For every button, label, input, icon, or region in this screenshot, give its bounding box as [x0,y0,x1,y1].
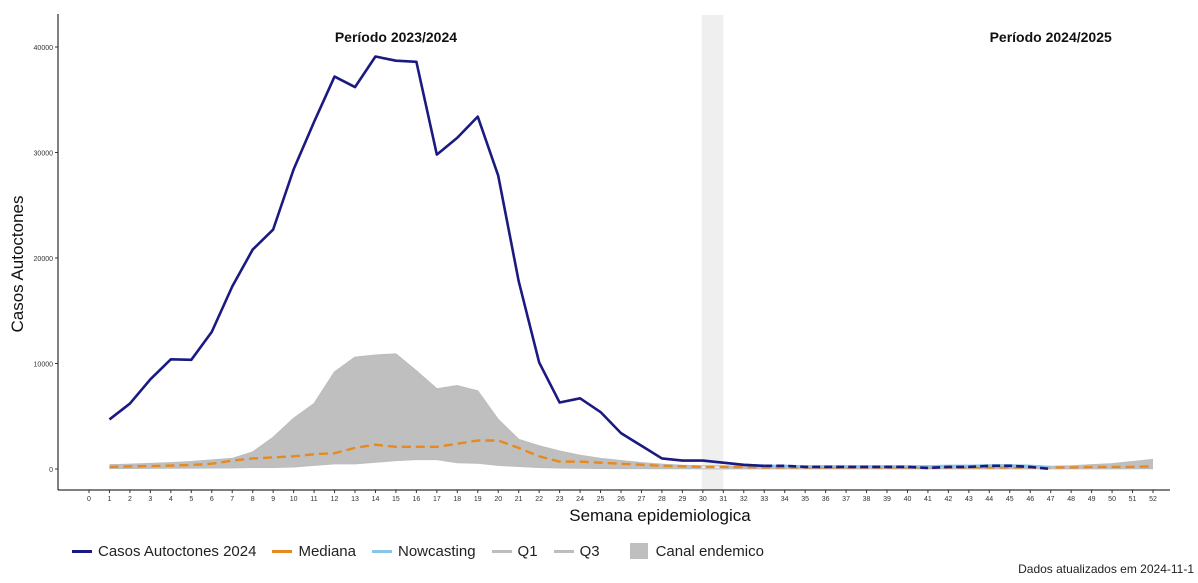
legend-item: Q1 [491,542,538,560]
x-tick-label: 16 [412,496,420,503]
legend-label: Q1 [517,542,538,560]
legend-label: Mediana [298,542,356,560]
x-tick-label: 38 [863,496,871,503]
series-q1-line [109,458,1153,470]
x-tick-label: 17 [433,496,441,503]
x-tick-label: 36 [822,496,830,503]
x-tick-label: 1 [108,496,112,503]
x-tick-label: 48 [1067,496,1075,503]
legend-label: Q3 [579,542,600,560]
x-tick-label: 27 [638,496,646,503]
legend-item: Q3 [553,542,600,560]
endemic-band [109,354,1153,469]
period-label-2023-2024: Período 2023/2024 [335,29,457,45]
x-tick-label: 19 [474,496,482,503]
period-divider [701,15,724,490]
x-tick-label: 34 [781,496,789,503]
series-casos-line [108,55,765,468]
legend-item: Canal endemico [616,543,764,560]
y-axis-label: Casos Autoctones [8,195,27,332]
y-tick-label: 0 [49,467,53,474]
series-lines-layer [108,55,1154,471]
x-tick-label: 49 [1088,496,1096,503]
x-tick-label: 35 [801,496,809,503]
x-tick-label: 43 [965,496,973,503]
y-tick-label: 10000 [34,362,54,369]
x-tick-label: 2 [128,496,132,503]
legend-box-swatch [629,543,648,559]
x-tick-label: 18 [453,496,461,503]
x-tick-label: 13 [351,496,359,503]
x-tick-label: 37 [842,496,850,503]
x-tick-label: 21 [515,496,523,503]
legend: Casos Autoctones 2024 Mediana Nowcasting Q1… [72,541,780,561]
x-tick-label: 14 [372,496,380,503]
y-tick-label: 30000 [34,151,54,158]
footer-updated-date: Dados atualizados em 2024-11-1 [1018,562,1194,576]
x-tick-label: 15 [392,496,400,503]
x-tick-label: 45 [1006,496,1014,503]
endemic-band-layer [109,354,1153,469]
x-tick-label: 25 [597,496,605,503]
x-tick-label: 52 [1149,496,1157,503]
x-tick-label: 12 [331,496,339,503]
x-tick-label: 24 [576,496,584,503]
legend-line-swatch [72,549,92,553]
x-tick-label: 0 [87,496,91,503]
legend-line-swatch [491,549,512,553]
x-tick-label: 31 [719,496,727,503]
x-tick-label: 10 [290,496,298,503]
x-tick-label: 32 [740,496,748,503]
x-tick-label: 29 [678,496,686,503]
x-tick-label: 9 [271,496,275,503]
x-tick-label: 22 [535,496,543,503]
x-tick-label: 11 [310,496,317,503]
period-label-2024-2025: Período 2024/2025 [990,29,1112,45]
x-tick-label: 23 [556,496,564,503]
legend-label: Canal endemico [655,542,764,560]
x-tick-label: 8 [251,496,255,503]
y-tick-label: 40000 [34,45,54,52]
legend-line-swatch [553,549,574,553]
x-tick-label: 20 [494,496,502,503]
x-tick-label: 46 [1026,496,1034,503]
y-tick-label: 20000 [34,256,54,263]
legend-item: Mediana [272,543,356,560]
x-tick-label: 6 [210,496,214,503]
x-axis-label: Semana epidemiologica [569,506,751,525]
x-tick-label: 42 [944,496,952,503]
x-tick-label: 50 [1108,496,1116,503]
x-tick-label: 28 [658,496,666,503]
x-tick-label: 26 [617,496,625,503]
x-tick-label: 41 [924,496,932,503]
x-tick-label: 5 [189,496,193,503]
x-tick-label: 47 [1047,496,1055,503]
x-tick-label: 44 [985,496,993,503]
series-mediana-line [109,439,1154,469]
x-tick-label: 51 [1129,496,1137,503]
labels-layer: Semana epidemiologica Casos Autoctones Per… [8,29,1112,525]
x-tick-label: 3 [148,496,152,503]
legend-line-swatch [372,549,392,553]
legend-item: Nowcasting [372,543,476,560]
legend-line-swatch [272,549,293,553]
x-tick-label: 7 [230,496,234,503]
x-tick-label: 33 [760,496,768,503]
x-tick-label: 30 [699,496,707,503]
legend-item: Casos Autoctones 2024 [72,543,256,560]
x-tick-label: 4 [169,496,173,503]
period-divider-layer [701,15,724,490]
legend-label: Nowcasting [398,542,476,560]
x-tick-label: 39 [883,496,891,503]
x-tick-label: 40 [904,496,912,503]
legend-label: Casos Autoctones 2024 [98,542,257,560]
